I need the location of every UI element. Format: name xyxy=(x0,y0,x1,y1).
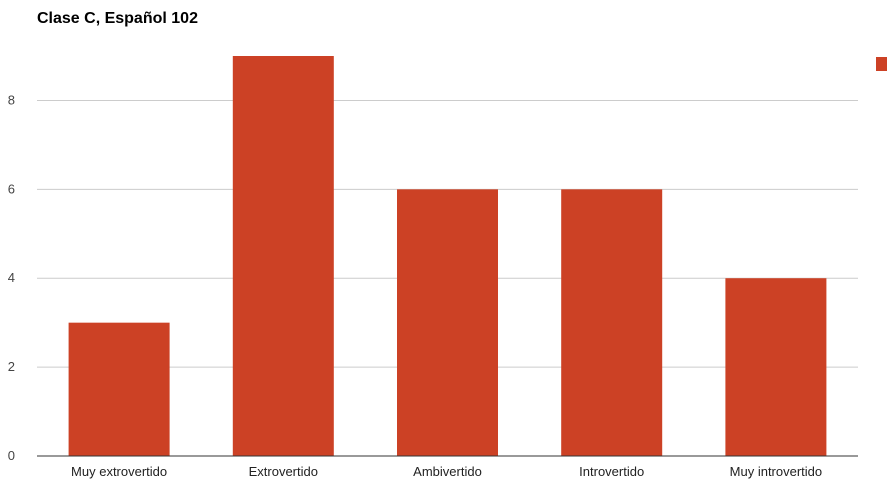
bar-ambivertido xyxy=(397,189,498,457)
x-category-label-ambivertido: Ambivertido xyxy=(413,464,482,479)
bar-extrovertido xyxy=(232,56,334,456)
x-category-label-muy-extrovertido: Muy extrovertido xyxy=(71,464,167,479)
y-tick-label-6: 6 xyxy=(8,181,15,196)
bars xyxy=(68,56,827,457)
x-category-label-extrovertido: Extrovertido xyxy=(249,464,318,479)
x-category-label-introvertido: Introvertido xyxy=(579,464,644,479)
legend-swatch xyxy=(876,57,887,71)
y-tick-label-2: 2 xyxy=(8,359,15,374)
x-axis-category-labels: Muy extrovertido Extrovertido Ambivertido I… xyxy=(71,464,822,479)
bar-muy-introvertido xyxy=(725,278,827,456)
y-tick-label-8: 8 xyxy=(8,92,15,107)
x-category-label-muy-introvertido: Muy introvertido xyxy=(730,464,822,479)
bar-muy-extrovertido xyxy=(68,322,170,456)
chart-title: Clase C, Español 102 xyxy=(37,10,198,27)
y-tick-label-0: 0 xyxy=(8,448,15,463)
bar-introvertido xyxy=(561,189,663,457)
y-axis-tick-labels: 0 2 4 6 8 xyxy=(8,92,15,463)
y-tick-label-4: 4 xyxy=(8,270,15,285)
